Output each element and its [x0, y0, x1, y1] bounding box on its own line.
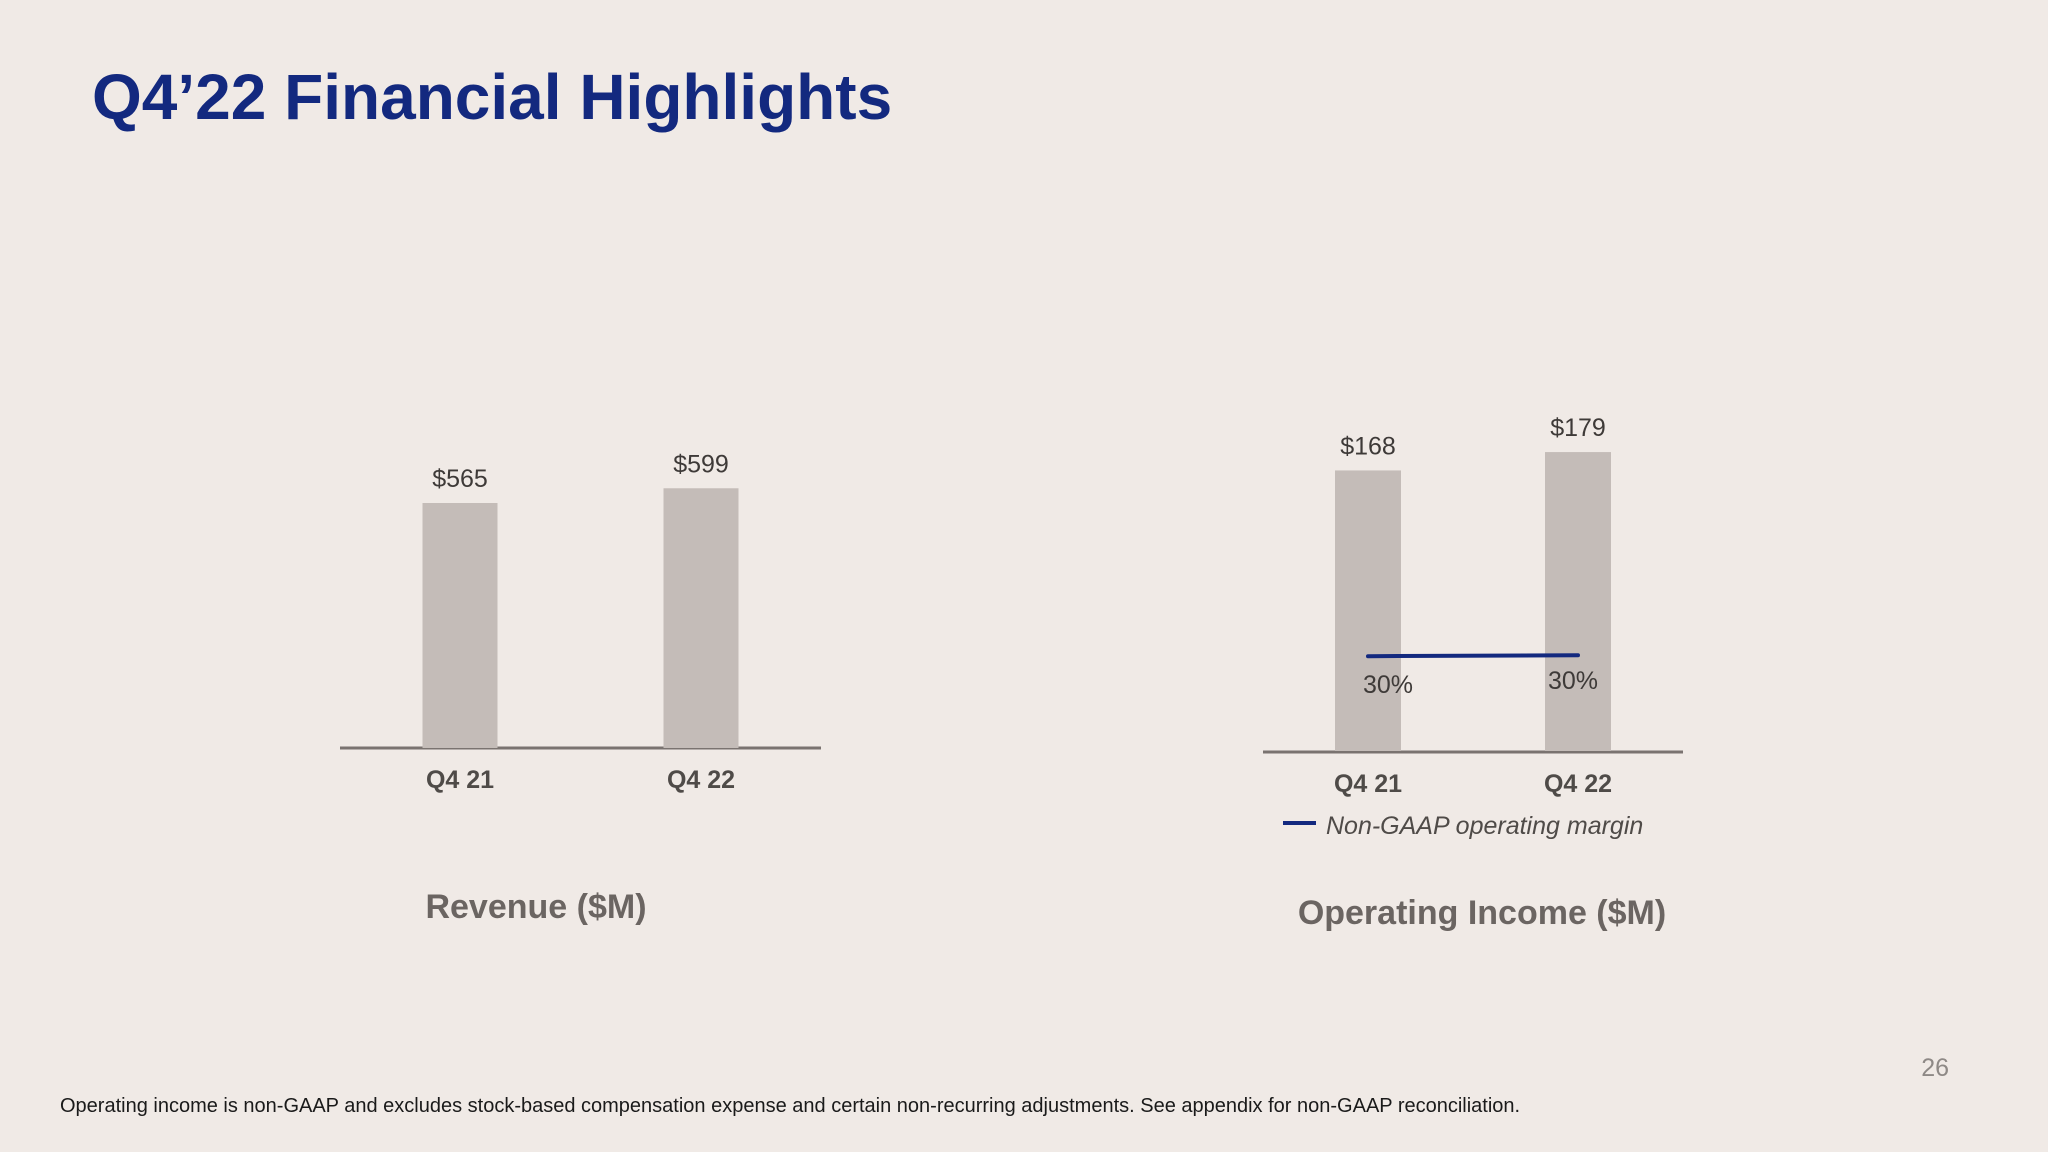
revenue-bar-q4-21: [422, 503, 498, 748]
slide-title: Q4’22 Financial Highlights: [92, 61, 893, 133]
revenue-bar-q4-22: [663, 488, 739, 748]
operating-margin-label-q4-21: 30%: [1363, 671, 1413, 699]
revenue-bar-value-q4-21: $565: [432, 465, 488, 493]
operating-margin-label-q4-22: 30%: [1548, 667, 1598, 695]
operating-margin-line: [1366, 653, 1580, 659]
operating-income-bar-q4-22: [1545, 452, 1611, 751]
operating-income-bar-value-q4-22: $179: [1550, 414, 1606, 442]
operating-income-chart: $168 $179 30% 30% Q4 21 Q4 22 Non-GAAP o…: [1263, 414, 1683, 932]
revenue-category-q4-21: Q4 21: [426, 766, 494, 794]
page-number: 26: [1921, 1054, 1949, 1082]
footnote: Operating income is non-GAAP and exclude…: [60, 1095, 1521, 1117]
revenue-chart: $565 $599 Q4 21 Q4 22 Revenue ($M): [340, 450, 821, 926]
operating-income-category-q4-21: Q4 21: [1334, 770, 1402, 798]
operating-income-bar-value-q4-21: $168: [1340, 432, 1396, 460]
operating-income-category-q4-22: Q4 22: [1544, 770, 1612, 798]
operating-income-chart-title: Operating Income ($M): [1298, 894, 1666, 932]
legend-operating-margin: Non-GAAP operating margin: [1326, 812, 1643, 840]
revenue-chart-title: Revenue ($M): [425, 888, 646, 926]
revenue-bar-value-q4-22: $599: [673, 450, 729, 478]
operating-income-bar-q4-21: [1335, 470, 1401, 751]
revenue-category-q4-22: Q4 22: [667, 766, 735, 794]
